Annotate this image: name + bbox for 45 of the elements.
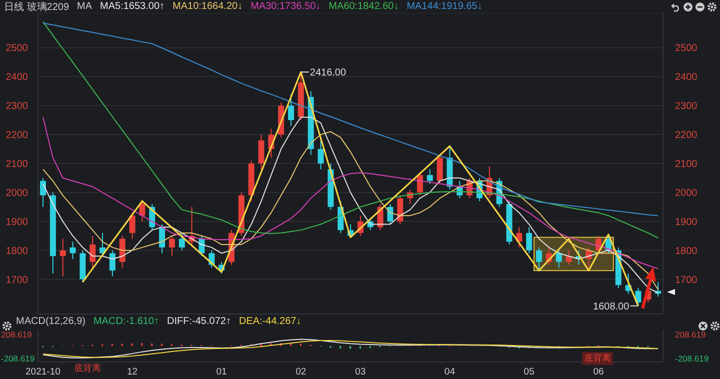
x-tick-label: 2021-10 <box>26 366 60 378</box>
y-tick-label: 2200 <box>6 130 28 142</box>
text: MA5:1653.00↑ <box>100 1 165 12</box>
y-tick-label: -208.619 <box>1 354 35 364</box>
text: MA10:1664.20↓ <box>172 1 243 12</box>
y-tick-label: 208.619 <box>1 329 32 340</box>
y2-tick-label: 2300 <box>675 101 698 112</box>
x-tick-label: 05 <box>524 366 534 378</box>
y2-tick-label: 2400 <box>675 72 698 84</box>
x-tick-label: 02 <box>296 366 306 378</box>
x-tick-label: 03 <box>355 366 366 378</box>
y2-tick-label: 1800 <box>675 246 698 257</box>
y-tick-label: 1800 <box>6 246 28 257</box>
text: 底背离 <box>73 362 102 375</box>
y-tick-label: 2400 <box>6 72 28 84</box>
annotation: 1608.00 <box>593 301 630 312</box>
annotation: 2416.00 <box>310 68 346 79</box>
chart-title: MACD(12,26,9) <box>16 316 86 327</box>
text: MA30:1736.50↓ <box>250 1 321 12</box>
y2-tick-label: 2500 <box>675 43 698 54</box>
x-tick-label: 04 <box>444 366 455 378</box>
text: MA144:1919.65↓ <box>406 1 482 12</box>
y2-tick-label: 208.619 <box>675 329 706 340</box>
y-tick-label: 2100 <box>6 159 28 170</box>
x-tick-label: 06 <box>593 366 604 378</box>
y-tick-label: 2500 <box>6 43 28 54</box>
y2-tick-label: -208.619 <box>675 354 709 364</box>
legend-title: MA <box>77 1 92 12</box>
y2-tick-label: 2000 <box>675 188 698 199</box>
series-label: MACD:-1.610↑ <box>93 316 160 327</box>
annotation: 底背离 <box>582 352 613 365</box>
x-tick-label: 01 <box>216 366 227 378</box>
y-tick-label: 2000 <box>6 188 28 199</box>
y2-tick-label: 1700 <box>675 274 698 286</box>
text: MA60:1842.60↓ <box>328 1 399 12</box>
x-tick-label: 12 <box>126 366 138 378</box>
chart-title: 日线 玻璃2209 <box>4 0 70 14</box>
y-tick-label: 2300 <box>6 101 28 112</box>
text: DIFF:-45.072↑ <box>167 316 231 327</box>
y-tick-label: 1700 <box>6 274 28 286</box>
y2-tick-label: 1900 <box>675 216 698 228</box>
y-tick-label: 1900 <box>6 216 28 228</box>
series-label: DEA:-44.267↓ <box>238 316 302 327</box>
y2-tick-label: 2200 <box>675 130 698 142</box>
y2-tick-label: 2100 <box>675 159 698 170</box>
